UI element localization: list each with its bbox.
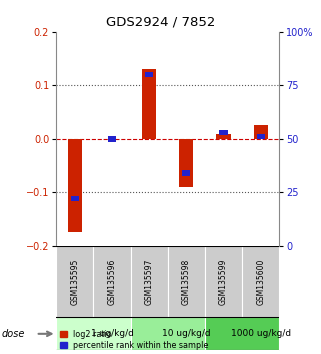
Bar <box>242 246 279 317</box>
Bar <box>256 134 265 139</box>
Bar <box>145 72 153 77</box>
Text: GSM135600: GSM135600 <box>256 258 265 305</box>
Bar <box>205 246 242 317</box>
Bar <box>131 246 168 317</box>
Bar <box>71 196 79 201</box>
Text: 1 ug/kg/d: 1 ug/kg/d <box>91 329 134 338</box>
Bar <box>168 246 205 317</box>
Bar <box>68 139 82 233</box>
Bar <box>254 125 268 139</box>
Text: GSM135597: GSM135597 <box>145 258 154 305</box>
Bar <box>131 317 205 350</box>
Text: 1000 ug/kg/d: 1000 ug/kg/d <box>230 329 291 338</box>
Bar <box>220 130 228 135</box>
Text: GDS2924 / 7852: GDS2924 / 7852 <box>106 16 215 29</box>
Bar <box>56 246 93 317</box>
Text: GSM135595: GSM135595 <box>70 258 79 305</box>
Text: GSM135596: GSM135596 <box>108 258 117 305</box>
Bar <box>56 317 131 350</box>
Bar <box>205 317 279 350</box>
Bar <box>179 139 193 187</box>
Text: 10 ug/kg/d: 10 ug/kg/d <box>162 329 211 338</box>
Bar <box>216 133 230 139</box>
Text: GSM135598: GSM135598 <box>182 258 191 305</box>
Legend: log2 ratio, percentile rank within the sample: log2 ratio, percentile rank within the s… <box>60 330 208 350</box>
Bar <box>142 69 156 139</box>
Text: GSM135599: GSM135599 <box>219 258 228 305</box>
Bar <box>182 170 190 176</box>
Bar <box>108 136 116 142</box>
Text: dose: dose <box>2 329 25 339</box>
Bar <box>93 246 131 317</box>
